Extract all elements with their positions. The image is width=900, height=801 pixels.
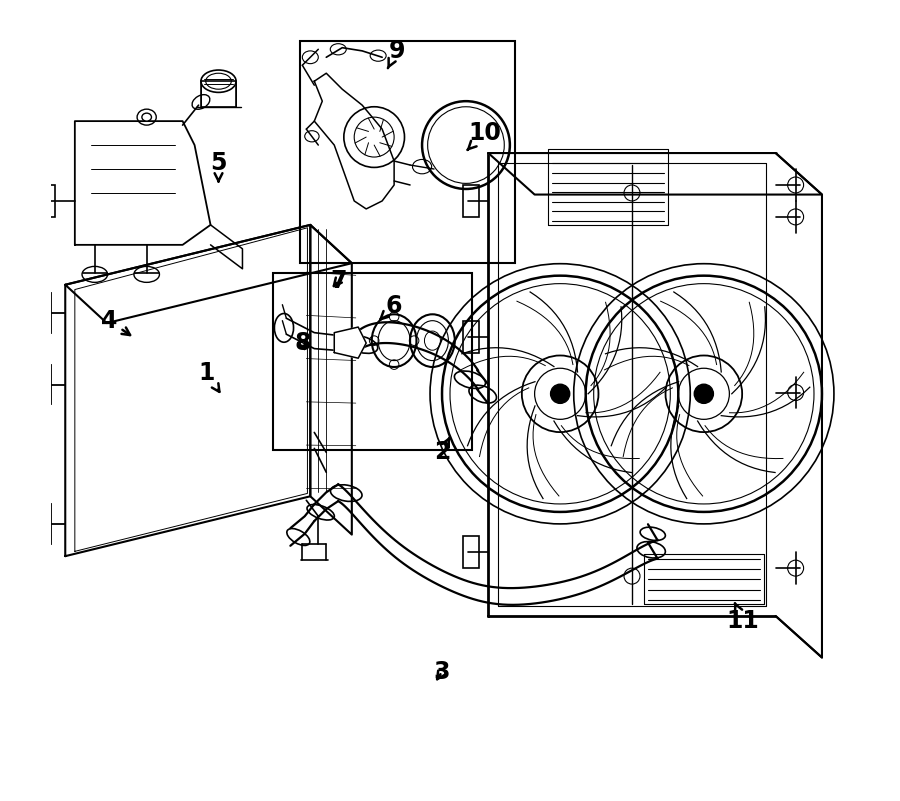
Bar bbox=[300, 42, 516, 264]
Polygon shape bbox=[489, 153, 776, 616]
Polygon shape bbox=[66, 225, 352, 323]
Text: 9: 9 bbox=[388, 39, 405, 68]
Text: 2: 2 bbox=[434, 437, 450, 465]
Bar bbox=[35, 364, 51, 405]
Bar bbox=[273, 273, 472, 450]
Polygon shape bbox=[776, 153, 822, 658]
Text: 3: 3 bbox=[434, 660, 450, 684]
Polygon shape bbox=[489, 153, 822, 195]
Text: 10: 10 bbox=[467, 121, 500, 150]
Polygon shape bbox=[314, 73, 394, 209]
Ellipse shape bbox=[142, 113, 151, 121]
Text: 11: 11 bbox=[726, 603, 760, 633]
Bar bbox=[463, 320, 479, 352]
Text: 8: 8 bbox=[294, 331, 310, 355]
Bar bbox=[201, 81, 236, 107]
Text: 6: 6 bbox=[381, 294, 402, 320]
Text: 1: 1 bbox=[198, 360, 220, 392]
Text: 4: 4 bbox=[101, 308, 130, 335]
Polygon shape bbox=[334, 327, 366, 358]
Bar bbox=[463, 185, 479, 217]
Polygon shape bbox=[211, 225, 242, 269]
Bar bbox=[35, 505, 51, 544]
Text: 5: 5 bbox=[211, 151, 227, 181]
Text: 7: 7 bbox=[330, 269, 346, 293]
Polygon shape bbox=[75, 121, 211, 245]
Bar bbox=[463, 536, 479, 568]
Polygon shape bbox=[66, 225, 310, 556]
Polygon shape bbox=[310, 225, 352, 534]
Ellipse shape bbox=[551, 384, 570, 404]
Ellipse shape bbox=[694, 384, 714, 404]
Bar bbox=[35, 292, 51, 332]
Bar bbox=[39, 185, 55, 217]
